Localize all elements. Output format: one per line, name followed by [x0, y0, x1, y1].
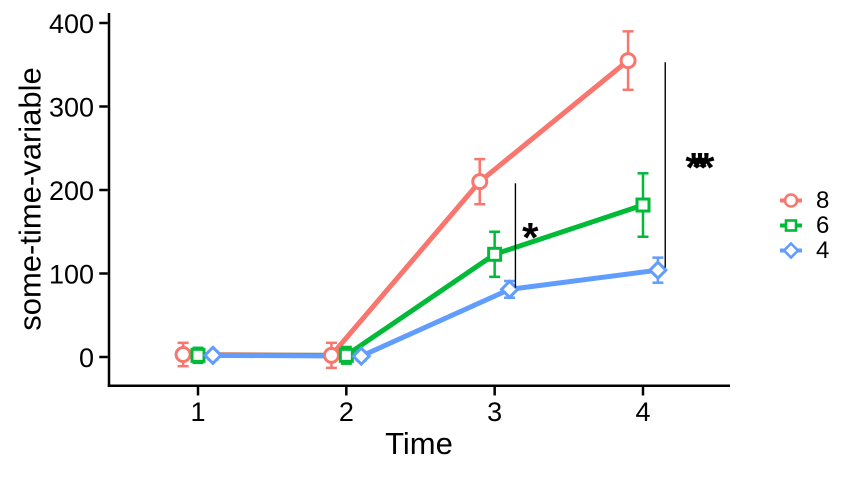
x-tick-label: 4 — [635, 397, 650, 427]
y-tick-label: 300 — [49, 93, 94, 123]
series-line-4 — [212, 267, 659, 359]
points-6 — [190, 197, 651, 363]
legend-label: 4 — [816, 237, 830, 264]
point-marker-diamond-icon — [647, 260, 669, 281]
y-tick-label: 200 — [49, 176, 94, 206]
y-tick-label: 0 — [79, 343, 94, 373]
y-axis-title: some-time-variable — [12, 67, 48, 331]
sig-label: * — [522, 214, 539, 261]
point-marker-circle-icon — [322, 346, 340, 364]
point-marker-circle-icon — [174, 345, 192, 363]
legend-item-8: 8 — [780, 188, 829, 213]
legend-item-6: 6 — [780, 213, 829, 238]
sig-label: *** — [685, 144, 715, 191]
point-marker-diamond-icon — [351, 346, 372, 367]
x-tick-label: 2 — [339, 397, 354, 427]
legend-label: 8 — [816, 187, 830, 214]
legend-item-4: 4 — [780, 238, 829, 263]
point-marker-square-icon — [190, 347, 206, 363]
error-bars-6 — [192, 172, 649, 365]
point-marker-circle-icon — [471, 173, 489, 191]
point-marker-square-icon — [635, 197, 651, 213]
points-8 — [174, 52, 637, 364]
legend-key-circle-icon — [780, 193, 802, 208]
point-marker-square-icon — [784, 219, 798, 232]
legend-key-diamond-icon — [780, 241, 802, 260]
y-tick-label: 100 — [49, 260, 94, 290]
error-bars-4 — [207, 256, 664, 362]
point-marker-circle-icon — [783, 193, 799, 208]
x-tick-label: 1 — [190, 397, 205, 427]
point-marker-diamond-icon — [202, 345, 224, 366]
point-marker-circle-icon — [619, 52, 637, 70]
point-marker-square-icon — [487, 246, 503, 262]
series-line-8 — [183, 58, 630, 358]
point-marker-diamond-icon — [782, 241, 800, 260]
legend-label: 6 — [816, 212, 830, 239]
legend-key-square-icon — [780, 219, 802, 232]
x-axis-title: Time — [385, 426, 453, 461]
point-marker-square-icon — [338, 347, 354, 363]
y-tick-label: 400 — [49, 9, 94, 39]
x-tick-label: 3 — [487, 397, 502, 427]
